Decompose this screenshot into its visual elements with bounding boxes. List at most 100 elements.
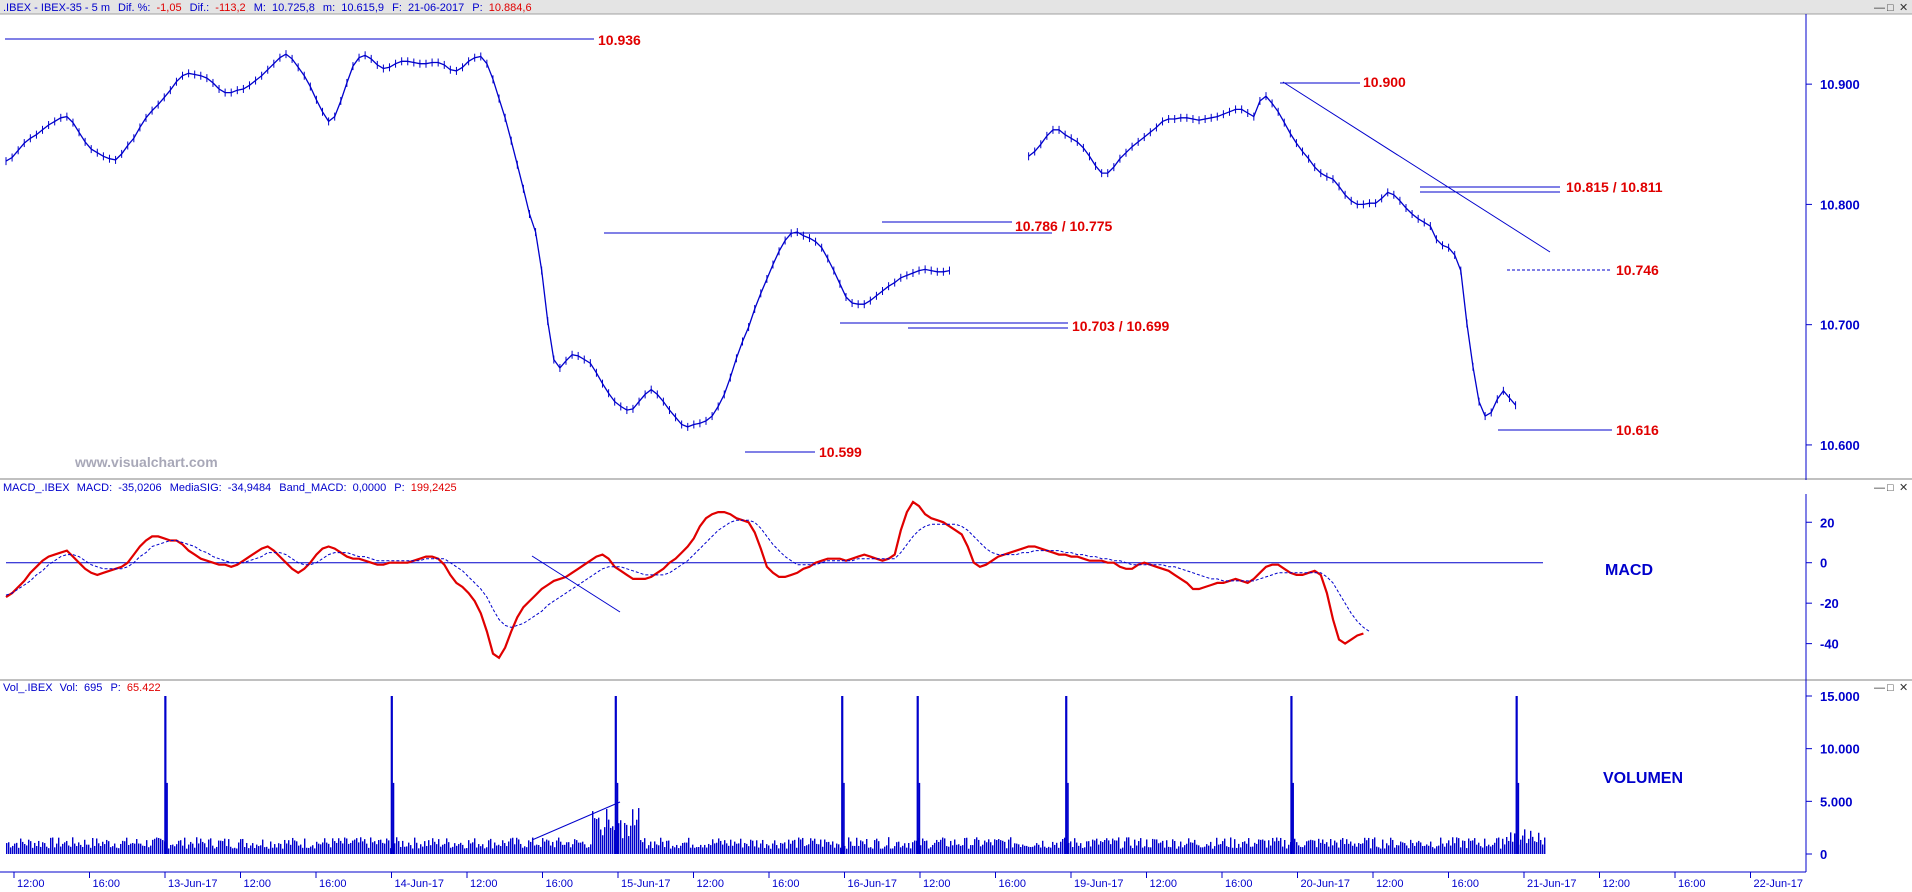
volume-bar [558, 837, 560, 854]
volume-bar [1532, 836, 1534, 854]
volume-bar [1098, 844, 1100, 854]
volume-bar [1438, 845, 1440, 854]
volume-bar [630, 825, 632, 854]
volume-bar [956, 844, 958, 854]
volume-bar [1388, 845, 1390, 854]
volume-bar [1138, 841, 1140, 854]
close-icon[interactable]: ✕ [1899, 682, 1908, 694]
volume-bar [882, 848, 884, 854]
volume-bar [1368, 837, 1370, 854]
time-hour-label: 16:00 [1678, 878, 1706, 890]
restore-icon[interactable]: □ [1887, 482, 1894, 494]
time-hour-label: 12:00 [470, 878, 498, 890]
minimize-icon[interactable]: — [1874, 482, 1885, 494]
volume-bar [976, 837, 978, 854]
volume-bar [268, 848, 270, 854]
volume-bar [1420, 842, 1422, 854]
volume-bar [248, 848, 250, 854]
volume-bar [1506, 836, 1508, 854]
volume-bar [40, 846, 42, 854]
volume-bar [1280, 837, 1282, 854]
volume-bar [1018, 844, 1020, 854]
time-date-label: 21-Jun-17 [1527, 878, 1577, 890]
price-window-controls[interactable]: — □ ✕ [1874, 2, 1908, 14]
volume-bar [1262, 839, 1264, 854]
volume-bar [1452, 837, 1454, 854]
volume-bar [422, 846, 424, 854]
volume-bar [894, 846, 896, 854]
volume-bar [1400, 841, 1402, 854]
volume-bar [562, 844, 564, 854]
volume-bar [120, 843, 122, 854]
volume-bar [218, 840, 220, 854]
volume-bar [1432, 847, 1434, 854]
volume-bar [604, 827, 606, 854]
volume-spike [918, 782, 921, 854]
volume-bar [1468, 838, 1470, 854]
volume-bar [1416, 842, 1418, 854]
volume-bar [14, 843, 16, 854]
time-date-label: 14-Jun-17 [395, 878, 445, 890]
volume-bar [74, 843, 76, 854]
volume-bar [1412, 843, 1414, 854]
volume-bar [734, 841, 736, 854]
volume-bar [1020, 847, 1022, 854]
close-icon[interactable]: ✕ [1899, 2, 1908, 14]
volume-window-controls[interactable]: — □ ✕ [1874, 682, 1908, 694]
volume-bar [62, 843, 64, 854]
volume-bar [902, 845, 904, 854]
restore-icon[interactable]: □ [1887, 2, 1894, 14]
volume-bar [1168, 846, 1170, 854]
price-y-label: 10.800 [1820, 197, 1860, 212]
volume-bar [1096, 838, 1098, 854]
volume-bar [664, 847, 666, 854]
macd-window-controls[interactable]: — □ ✕ [1874, 482, 1908, 494]
minimize-icon[interactable]: — [1874, 682, 1885, 694]
volume-bar [274, 844, 276, 854]
volume-bar [1088, 841, 1090, 854]
close-icon[interactable]: ✕ [1899, 482, 1908, 494]
volume-bar [1212, 848, 1214, 854]
volume-bar [750, 839, 752, 854]
volume-bar [802, 837, 804, 854]
volume-bar [1366, 840, 1368, 854]
minimize-icon[interactable]: — [1874, 2, 1885, 14]
volume-bar [1342, 838, 1344, 854]
volume-bar [1252, 846, 1254, 854]
restore-icon[interactable]: □ [1887, 682, 1894, 694]
volume-bar [284, 839, 286, 854]
volume-bar [296, 841, 298, 854]
volume-bar [538, 845, 540, 854]
volume-bar [424, 841, 426, 854]
volume-bar [900, 847, 902, 854]
time-date-label: 22-Jun-17 [1754, 878, 1804, 890]
volume-bar [1426, 844, 1428, 854]
volume-bar [192, 843, 194, 854]
volume-bar [68, 845, 70, 854]
volume-bar [682, 842, 684, 854]
volume-bar [720, 840, 722, 854]
volume-bar [1120, 848, 1122, 854]
volume-bar [366, 843, 368, 854]
volume-bar [684, 842, 686, 854]
macd-info-text: MACD_.IBEX MACD: -35,0206 MediaSIG: -34,… [3, 482, 457, 494]
volume-bar [272, 847, 274, 854]
volume-bar [394, 843, 396, 854]
volume-bar [344, 837, 346, 854]
volume-bar [626, 824, 628, 854]
volume-bar [1494, 842, 1496, 854]
volume-bar [1164, 847, 1166, 854]
volume-bar [1436, 846, 1438, 854]
volume-bar [622, 838, 624, 854]
volume-bar [1332, 845, 1334, 854]
volume-bar [1276, 837, 1278, 854]
volume-bar [594, 818, 596, 854]
volume-bar [858, 845, 860, 854]
volume-bar [914, 840, 916, 854]
volume-bar [972, 845, 974, 854]
volume-bar [262, 839, 264, 854]
volume-bar [866, 838, 868, 854]
volume-bar [1136, 845, 1138, 854]
volume-bar [128, 844, 130, 854]
